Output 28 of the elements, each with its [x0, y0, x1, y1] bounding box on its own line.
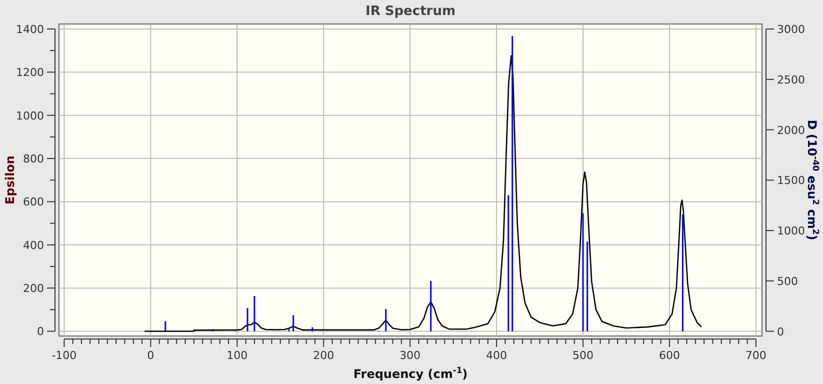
y-tick-label: 1400	[16, 22, 44, 36]
y-tick-label: 0	[37, 325, 44, 338]
x-tick-label: 300	[400, 349, 421, 362]
y2-tick-label: 2500	[777, 73, 805, 86]
y2-tick-label: 0	[777, 325, 784, 338]
y-tick-label: 1200	[16, 66, 44, 80]
x-tick-label: 0	[147, 349, 154, 362]
y-tick-label: 1000	[16, 109, 44, 122]
y-tick-label: 200	[23, 282, 44, 296]
x-tick-label: 700	[745, 349, 766, 362]
x-axis-title: Frequency (cm$^{-1}$)	[353, 365, 468, 381]
y2-tick-label: 500	[777, 274, 798, 288]
x-tick-label: 500	[572, 349, 594, 362]
x-tick-label: 200	[313, 349, 334, 362]
y2-tick-label: 1000	[777, 224, 805, 238]
x-tick-label: -100	[52, 349, 77, 362]
y-tick-label: 800	[23, 152, 44, 166]
line-series	[144, 55, 702, 332]
x-tick-label: 400	[486, 349, 508, 362]
y2-tick-label: 2000	[777, 124, 805, 137]
y-axis-title: Epsilon	[3, 156, 17, 204]
x-tick-label: 600	[658, 349, 680, 362]
chart-title: IR Spectrum	[366, 4, 456, 19]
y-tick-label: 400	[23, 238, 44, 252]
x-tick-label: 100	[226, 349, 248, 362]
y2-tick-label: 3000	[777, 23, 805, 36]
y2-tick-label: 1500	[777, 174, 805, 188]
y-tick-label: 600	[23, 196, 44, 209]
